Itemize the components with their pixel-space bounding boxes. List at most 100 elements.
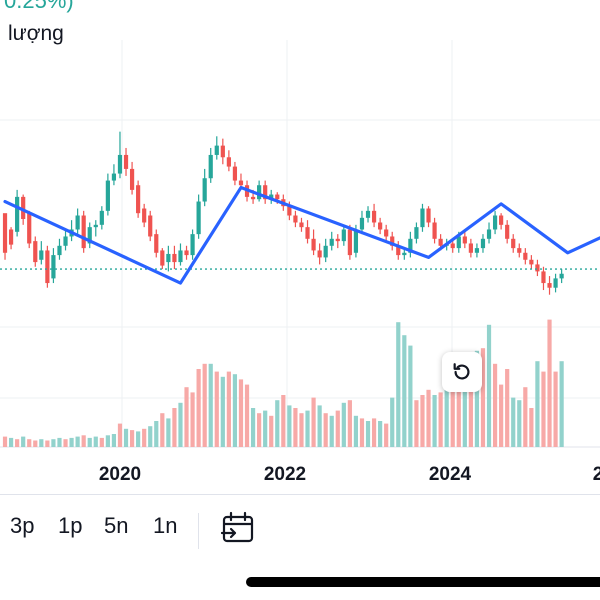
candle [468,238,473,258]
volume-bar [81,435,86,447]
volume-bar [444,382,449,447]
candle-body [123,154,129,169]
volume-bar [87,437,92,447]
candle-body [432,222,437,239]
candle [226,150,231,172]
volume-bar [492,363,498,447]
candle-body [33,241,38,263]
candle-body [359,217,365,230]
candle-body [15,196,20,232]
volume-bar [57,437,62,447]
candle-body [136,185,141,214]
candles [2,131,564,295]
volume-bar [208,363,213,447]
volume-bar [535,361,540,447]
volume-bar [474,350,480,447]
candle-body [154,234,159,253]
reset-chart-button[interactable] [442,352,482,392]
candle [535,259,540,277]
candle-body [287,206,292,216]
toolbar-divider [198,513,199,549]
volume-bar [529,408,534,447]
candle-body [263,185,268,200]
volume-bar [317,405,322,447]
volume-bar [148,426,153,447]
volume-bar [420,395,425,447]
volume-bar [111,434,117,447]
candle [202,168,207,207]
candle [311,229,316,256]
timeframe-3p-button[interactable]: 3p [10,513,35,538]
candle-body [420,208,425,228]
candle [553,273,558,293]
candle [505,220,510,244]
volume-bar [305,410,310,447]
volume-bar [371,418,377,447]
volume-bar [396,322,401,447]
bottom-toolbar: 3p 1p 5n 1n [0,494,600,566]
volume-bar [33,440,38,447]
volume-bar [8,437,14,447]
volume-bar [250,408,256,447]
volume-bar [136,431,141,447]
candle [214,136,219,160]
zigzag-trend-line [3,185,600,285]
candle-body [293,215,298,223]
candle-body [8,229,14,245]
candle [517,243,522,258]
volume-bar [347,400,352,447]
candle-body [93,224,98,228]
volume-bar [123,428,129,447]
volume-bar [523,387,528,447]
volume-bar [287,405,292,447]
candle-body [220,145,225,158]
candle [396,241,401,260]
date-range-button[interactable] [220,511,256,547]
candle-body [111,173,117,181]
volume-bar [450,361,455,447]
candle [365,206,371,223]
volume-bar [39,439,44,447]
volume-bar [263,410,268,447]
candle-body [341,229,346,242]
candle [523,248,528,265]
trend-line [3,185,600,285]
candle [559,269,564,284]
candle [390,231,395,251]
candle [166,245,171,272]
candle [263,180,268,204]
candle-body [426,208,431,223]
candle [317,243,322,265]
timeframe-1p-button[interactable]: 1p [58,513,83,538]
candle [105,173,110,216]
candle-body [462,236,467,244]
candle-body [45,250,50,284]
candle-body [299,222,304,228]
volume-bar [293,408,298,447]
candle [111,164,117,186]
volume-bar [281,395,286,447]
x-tick-label: 2022 [264,464,306,485]
candle-body [456,236,461,249]
calendar-range-icon [220,511,254,543]
candle-body [347,229,352,256]
volume-bar [257,413,262,447]
candle-body [486,229,492,239]
candle-body [257,185,262,200]
candle [8,227,14,250]
volume-bar [390,397,395,447]
candle-body [438,238,443,246]
timeframe-5n-button[interactable]: 5n [104,513,129,538]
volume-bar [226,371,231,447]
volume-bar [341,402,346,447]
timeframe-1n-button[interactable]: 1n [153,513,178,538]
volume-bar [480,348,486,447]
volume-bar [335,410,340,447]
candle-body [208,154,213,179]
candle-body [166,253,171,263]
candle-body [81,215,86,249]
candle [408,231,413,258]
volume-bar [432,395,437,447]
candle-body [323,245,328,258]
